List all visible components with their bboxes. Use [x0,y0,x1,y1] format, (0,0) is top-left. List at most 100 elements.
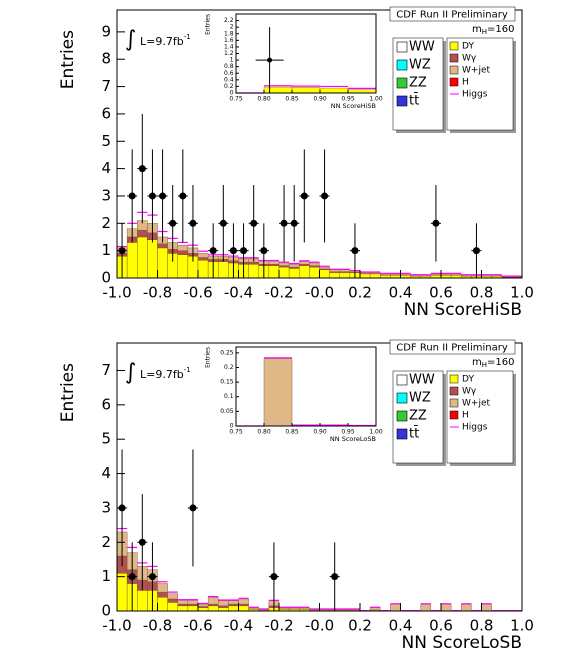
y-tick-label: 0.4 [224,76,234,83]
x-axis-label: NN ScoreHiSB [404,300,522,320]
data-point [240,247,248,255]
legend-label: tt̄ [409,93,419,108]
x-tick-label: 0.75 [229,96,243,103]
stack-bar [137,236,148,279]
y-tick-label: 0 [230,90,234,97]
mass-label-rest: =160 [487,357,514,368]
data-point [128,573,136,581]
stack-bar [369,272,381,274]
data-point [280,219,288,227]
x-tick-label: 0.2 [348,617,372,635]
mass-label-rest: =160 [487,24,514,35]
y-tick-label: 6 [101,104,111,122]
legend-label: Wγ [462,387,477,397]
data-point [148,573,156,581]
x-tick-label: -0.6 [183,617,212,635]
legend-label: ZZ [409,76,427,91]
legend-label: WZ [409,58,431,73]
mass-label-main: m [472,357,482,368]
stack-bar [410,275,421,277]
x-tick-label: 0.80 [257,96,271,103]
y-tick-label: 9 [101,22,111,40]
legend-label: tt̄ [409,426,419,441]
legend-swatch [396,410,408,422]
inset-y-label: Entries [205,347,212,368]
mass-label-main: m [472,24,482,35]
legend-label: H [462,78,469,88]
stack-bar [177,250,189,255]
x-tick-label: 0.8 [470,284,494,302]
x-tick-label: 0.95 [341,96,355,103]
lumi-sup: -1 [184,33,191,41]
stack-bar [207,603,219,607]
y-tick-label: 0.15 [220,379,234,386]
lumi-text: L=9.7fb [140,368,184,381]
stack-bar [481,603,492,612]
stack-bar [187,600,199,605]
stack-bar [309,266,320,279]
stack-bar [268,264,280,266]
stack-bar [288,266,300,269]
stack-bar [218,607,229,612]
stack-bar [390,603,401,612]
data-point [260,247,268,255]
x-tick-label: -1.0 [102,617,131,635]
x-tick-label: 0.85 [285,429,299,436]
y-tick-label: 8 [101,50,111,68]
stack-bar [329,269,340,272]
data-point [321,192,329,200]
legend-label: H [462,411,469,421]
legend-swatch [449,374,459,384]
stack-bar [177,600,189,605]
data-point [179,192,187,200]
x-tick-label: 1.00 [369,96,383,103]
stack-bar [299,265,310,279]
stack-bar [137,229,148,238]
stack-bar [228,603,239,607]
y-tick-label: 7 [101,77,111,95]
stack-bar [157,583,168,593]
stack-bar [197,603,209,607]
x-tick-label: 0.85 [285,96,299,103]
stack-bar [197,260,209,279]
data-point [331,573,339,581]
stack-bar [187,603,199,607]
lumi-symbol: ∫ [125,27,136,52]
axes-frame [235,346,377,427]
lumi-label: L=9.7fb-1 [140,366,191,381]
stack-bar [197,253,209,258]
x-tick-label: 0.6 [429,284,453,302]
legend-label: WZ [409,391,431,406]
data-point [138,538,146,546]
stack-bar [248,264,259,279]
stack-bar [390,273,401,276]
stack-bar [369,607,381,611]
stack-bar [177,254,189,279]
chart-title: CDF Run II Preliminary [396,343,508,354]
data-point [148,192,156,200]
x-tick-label: 0.75 [229,429,243,436]
stack-bar [319,269,330,279]
inset-x-label: NN ScoreLoSB [330,435,376,443]
stack-bar [207,605,219,612]
stack-bar [116,573,128,612]
x-tick-label: 1.0 [510,284,534,302]
data-point [267,57,273,63]
y-tick-label: 1 [230,57,234,64]
y-tick-label: 1 [101,567,111,585]
data-point [189,219,197,227]
y-tick-label: 0 [101,602,111,620]
data-point [138,165,146,173]
x-tick-label: 0.90 [313,96,327,103]
y-tick-label: 3 [101,498,111,516]
inset-x-label: NN ScoreHiSB [331,102,376,110]
legend-label: Higgs [462,90,488,100]
stack-bar [218,605,229,608]
stack-bar [137,590,148,612]
stack-bar [288,268,300,279]
x-tick-label: 0.6 [429,617,453,635]
y-tick-label: 0.8 [224,63,234,70]
legend-label: Higgs [462,423,488,433]
legend-swatch [449,77,459,87]
inset-y-label: Entries [205,14,212,35]
